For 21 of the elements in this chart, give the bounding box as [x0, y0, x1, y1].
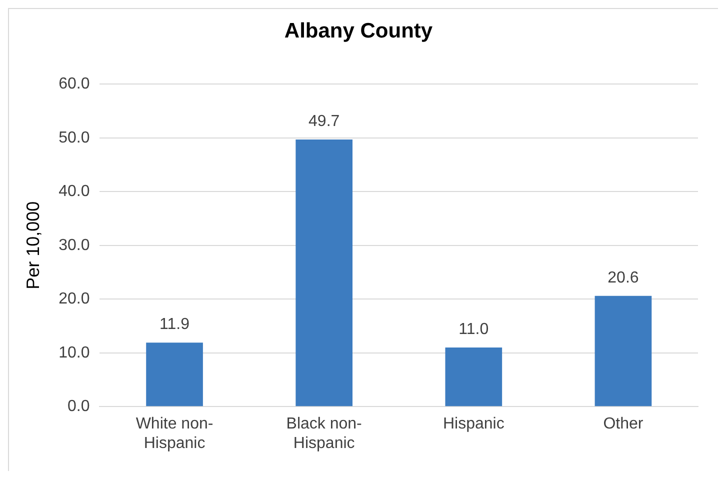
x-tick-label: Other — [603, 416, 644, 433]
data-label: 20.6 — [608, 269, 639, 286]
bar — [445, 347, 502, 406]
x-tick-label: White non-Hispanic — [136, 416, 214, 452]
x-tick-label: Black non-Hispanic — [286, 416, 362, 452]
data-label: 11.9 — [160, 316, 190, 334]
bar — [146, 342, 203, 406]
y-tick-label: 0.0 — [67, 398, 90, 416]
bar — [296, 140, 353, 406]
y-tick-label: 40.0 — [58, 183, 90, 200]
data-label: 49.7 — [308, 112, 340, 130]
y-tick-label: 10.0 — [58, 344, 90, 362]
y-tick-label: 50.0 — [58, 129, 90, 146]
y-axis-title: Per 10,000 — [22, 201, 43, 290]
chart-title: Albany County — [284, 19, 433, 42]
data-label: 11.0 — [458, 320, 489, 338]
x-tick-label: Hispanic — [442, 416, 504, 433]
y-tick-label: 30.0 — [58, 236, 90, 254]
bar — [594, 296, 652, 406]
y-tick-label: 20.0 — [58, 290, 90, 308]
y-tick-label: 60.0 — [58, 76, 90, 93]
